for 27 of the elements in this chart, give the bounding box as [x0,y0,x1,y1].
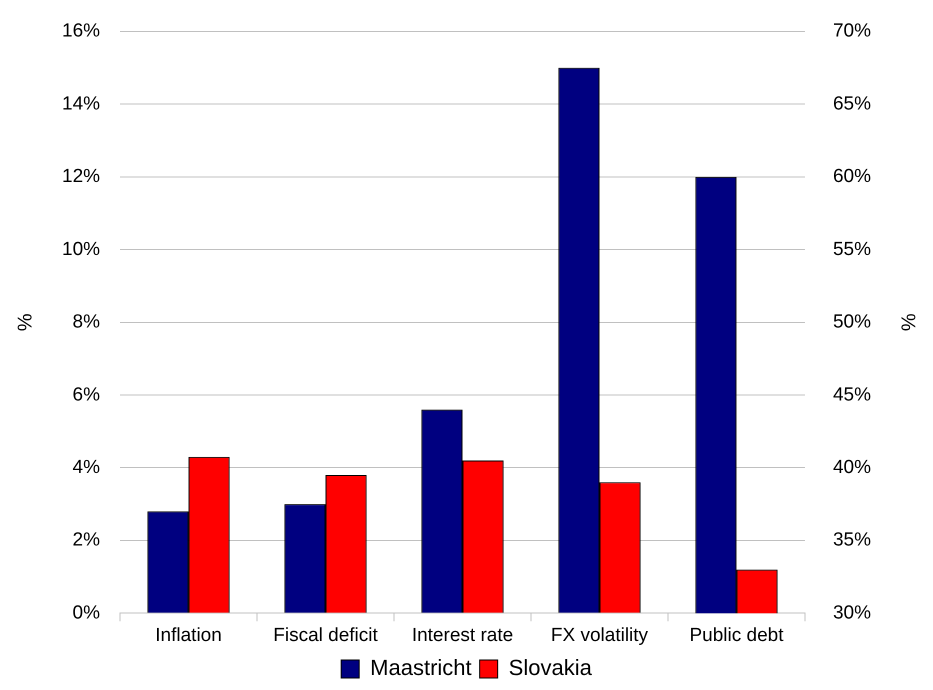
y-axis-title: % [14,313,37,332]
y2-tick-label: 70% [832,20,872,42]
legend-label: Maastricht [370,655,472,680]
x-tick-label: Fiscal deficit [273,624,378,646]
x-tick-label: Public debt [689,624,784,646]
y-tick-label: 0% [72,602,100,624]
y2-tick-label: 50% [832,312,872,333]
y-tick-label: 10% [62,238,100,260]
y2-tick-label: 55% [832,238,872,260]
x-tick-label: FX volatility [550,624,649,646]
y2-tick-label: 45% [832,384,872,406]
y-tick-label: 12% [62,166,100,188]
y2-tick-label: 35% [832,530,872,551]
y2-tick-label: 30% [832,602,872,624]
y2-tick-label: 60% [832,166,872,188]
x-tick-label: Inflation [155,624,222,646]
legend-label: Slovakia [508,655,593,680]
y-tick-label: 16% [62,20,100,42]
y-tick-label: 8% [72,312,100,333]
y2-tick-label: 40% [832,456,872,478]
y-tick-label: 14% [62,93,100,114]
y-tick-label: 2% [72,530,100,551]
x-tick-label: Interest rate [412,624,514,646]
y2-axis-title: % [896,313,918,332]
y2-tick-label: 65% [832,93,872,114]
y-tick-label: 6% [72,384,100,406]
y-tick-label: 4% [72,456,100,478]
